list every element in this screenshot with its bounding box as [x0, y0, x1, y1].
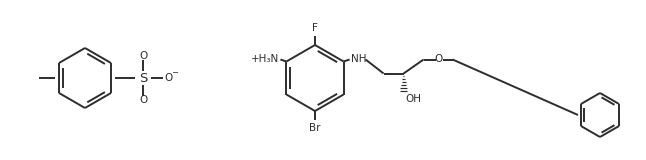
Text: NH: NH — [351, 55, 366, 64]
Text: −: − — [171, 68, 178, 77]
Text: O: O — [435, 53, 443, 64]
Text: S: S — [139, 72, 147, 84]
Text: Br: Br — [309, 123, 321, 133]
Text: F: F — [312, 23, 318, 33]
Text: O: O — [139, 95, 147, 105]
Text: OH: OH — [406, 95, 422, 104]
Text: O: O — [164, 73, 172, 83]
Text: O: O — [139, 51, 147, 61]
Text: +H₃N: +H₃N — [251, 55, 280, 64]
